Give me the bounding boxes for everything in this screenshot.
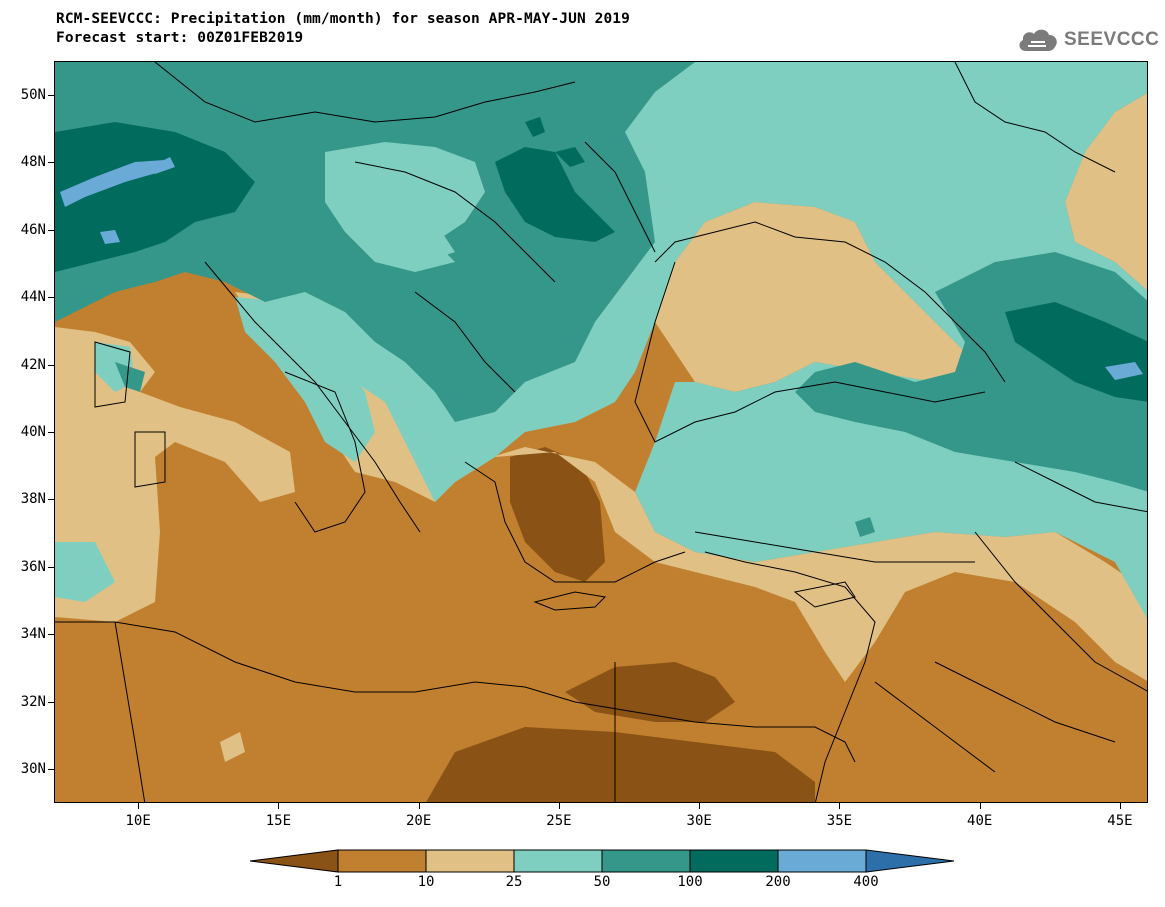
lon-tick [979,803,981,809]
colorbar-swatch [777,849,867,873]
coastlines [55,62,1147,802]
map-svg [55,62,1147,802]
colorbar-swatch [865,849,955,873]
lat-tick [48,701,54,703]
lat-tick [48,566,54,568]
lat-label: 30N [20,761,46,778]
title-line-1: RCM-SEEVCCC: Precipitation (mm/month) fo… [56,11,630,27]
lat-label: 32N [20,693,46,710]
seevccc-logo: SEEVCCC [1016,20,1159,60]
colorbar-level-label: 10 [417,874,435,890]
lon-tick [1119,803,1121,809]
contour-50-100-inner [325,142,485,272]
lat-label: 48N [20,154,46,171]
colorbar-swatch [250,849,339,873]
lon-label: 10E [125,813,151,829]
colorbar [250,849,955,873]
contour-400-plus [60,157,1143,380]
lat-label: 44N [20,289,46,306]
lon-label: 25E [546,813,572,829]
lat-label: 34N [20,626,46,643]
lat-tick [48,162,54,164]
lat-label: 40N [20,424,46,440]
lat-tick [48,634,54,636]
colorbar-swatch [513,849,603,873]
lon-label: 35E [826,813,853,829]
lat-tick [48,297,54,299]
lat-label: 38N [20,491,46,508]
colorbar-swatch [601,849,691,873]
lon-label: 15E [265,813,292,829]
contour-25-50 [55,93,1147,762]
precipitation-map [54,61,1148,803]
lon-tick [699,803,701,809]
lat-label: 46N [20,221,46,238]
lat-tick [48,364,54,366]
lon-label: 20E [406,813,432,829]
colorbar-swatch [425,849,515,873]
colorbar-level-label: 400 [853,874,879,890]
lon-tick [839,803,841,809]
colorbar-level-label: 1 [333,874,343,890]
contour-1-10 [426,447,815,802]
colorbar-level-label: 200 [765,874,791,890]
lat-tick [48,769,54,771]
colorbar-level-label: 100 [677,874,703,890]
colorbar-swatch [337,849,427,873]
colorbar-swatch [689,849,779,873]
lat-label: 50N [20,86,46,103]
logo-text: SEEVCCC [1064,29,1160,50]
map-title: RCM-SEEVCCC: Precipitation (mm/month) fo… [56,10,630,48]
colorbar-swatches [250,849,955,873]
lon-label: 30E [686,813,712,829]
lon-tick [138,803,140,809]
cloud-icon [1019,29,1057,51]
lat-tick [48,499,54,501]
colorbar-level-label: 50 [593,874,611,890]
lon-label: 45E [1107,813,1133,829]
lon-tick [558,803,560,809]
lon-label: 40E [967,813,993,829]
lon-tick [418,803,420,809]
lat-label: 42N [20,356,46,373]
lon-tick [278,803,280,809]
colorbar-level-label: 25 [505,874,523,890]
lat-tick [48,229,54,231]
lat-tick [48,94,54,96]
title-line-2: Forecast start: 00Z01FEB2019 [56,30,304,46]
lat-tick [48,432,54,433]
lat-label: 36N [20,558,46,575]
